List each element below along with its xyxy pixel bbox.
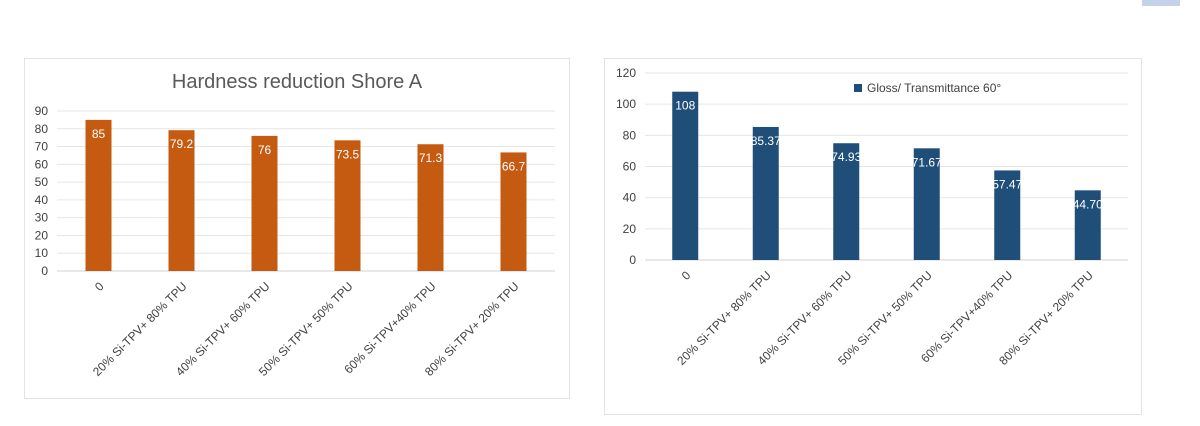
x-tick-label: 0	[92, 279, 107, 294]
legend: Gloss/ Transmittance 60°	[854, 81, 1001, 95]
y-tick-label: 30	[35, 211, 49, 225]
x-tick-label: 60% Si-TPV+40% TPU	[341, 279, 438, 376]
y-tick-label: 70	[35, 140, 49, 154]
bar	[168, 130, 195, 271]
data-label: 79.2	[170, 137, 194, 151]
y-tick-label: 120	[616, 66, 636, 80]
y-tick-label: 50	[35, 175, 49, 189]
data-label: 85.37	[751, 134, 781, 148]
y-tick-label: 80	[35, 122, 49, 136]
legend-swatch	[854, 84, 862, 92]
x-tick-label: 0	[679, 268, 694, 283]
bar	[1074, 190, 1101, 260]
legend-label: Gloss/ Transmittance 60°	[867, 81, 1001, 95]
y-tick-label: 60	[623, 160, 637, 174]
data-label: 57.47	[992, 177, 1022, 191]
x-tick-label: 40% Si-TPV+ 60% TPU	[173, 279, 273, 379]
data-label: 85	[92, 127, 106, 141]
corner-tab	[1142, 0, 1180, 6]
y-tick-label: 100	[616, 97, 636, 111]
bar	[417, 144, 444, 271]
y-tick-label: 60	[35, 157, 49, 171]
gloss-chart-panel: Gloss/ Transmittance 60° 0 20 40 60 80 100 120…	[604, 58, 1142, 415]
bar	[994, 170, 1021, 260]
bar	[85, 119, 112, 271]
y-tick-label: 80	[623, 128, 637, 142]
data-label: 71.67	[912, 155, 942, 169]
bar	[251, 135, 278, 271]
bar	[752, 126, 779, 260]
y-tick-label: 20	[623, 222, 637, 236]
bar	[913, 148, 940, 260]
bar	[672, 91, 699, 260]
y-tick-label: 10	[35, 246, 49, 260]
x-tick-label: 80% Si-TPV+ 20% TPU	[422, 279, 522, 379]
x-tick-label: 50% Si-TPV+ 50% TPU	[256, 279, 356, 379]
x-tick-label: 60% Si-TPV+40% TPU	[918, 268, 1015, 365]
y-tick-label: 40	[35, 193, 49, 207]
data-label: 76	[258, 143, 272, 157]
x-tick-label: 80% Si-TPV+ 20% TPU	[996, 268, 1096, 368]
gloss-chart: Gloss/ Transmittance 60° 0 20 40 60 80 100 120…	[616, 66, 1128, 368]
data-label: 66.7	[502, 159, 526, 173]
data-label: 44.70	[1073, 197, 1103, 211]
bar	[500, 152, 527, 271]
x-tick-label: 20% Si-TPV+ 80% TPU	[90, 279, 190, 379]
y-tick-label: 0	[629, 253, 636, 267]
data-label: 71.3	[419, 151, 443, 165]
y-tick-label: 20	[35, 228, 49, 242]
y-tick-label: 40	[623, 191, 637, 205]
bar	[833, 143, 860, 260]
bar	[334, 140, 361, 271]
hardness-plot: 0 10 20 30 40 50 60 70 80 90 85 0 79.2 20% Si-TPV+ 80…	[35, 104, 555, 379]
data-label: 73.5	[336, 147, 360, 161]
hardness-chart-panel: Hardness reduction Shore A 0 10 20 30 40 50 60…	[24, 58, 570, 399]
hardness-chart: Hardness reduction Shore A 0 10 20 30 40 50 60…	[35, 71, 555, 379]
y-tick-label: 90	[35, 104, 49, 118]
chart-title: Hardness reduction Shore A	[172, 71, 423, 93]
y-tick-label: 0	[41, 264, 48, 278]
data-label: 74.93	[831, 150, 861, 164]
data-label: 108	[675, 99, 695, 113]
